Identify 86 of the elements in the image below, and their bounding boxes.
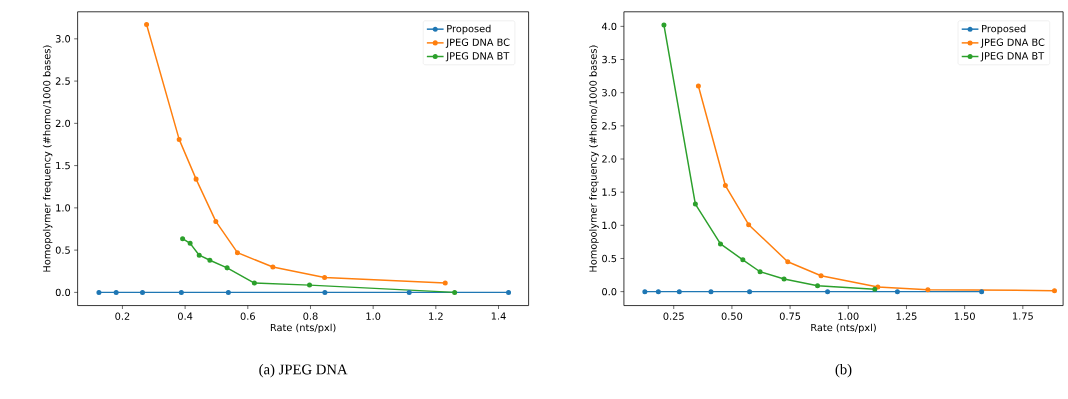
y-tick-label: 1.5 <box>56 162 70 170</box>
point <box>757 269 763 275</box>
point <box>785 259 791 265</box>
point <box>815 283 821 289</box>
point <box>193 176 199 182</box>
y-tick-label: 1.0 <box>602 221 617 230</box>
y-tick-label: 2.0 <box>55 119 71 128</box>
text: (a) JPEG DNA <box>259 364 348 378</box>
legend-label: Proposed <box>447 24 491 35</box>
point <box>251 280 257 286</box>
y-axis-title: Homopolymer frequency (#homo/1000 bases) <box>42 45 53 272</box>
y-tick-label: 3.0 <box>55 35 71 43</box>
point <box>442 280 448 286</box>
point <box>747 289 753 295</box>
x-tick-label: 1.25 <box>896 312 917 320</box>
x-tick-label: 0.4 <box>177 312 193 320</box>
point <box>676 289 682 295</box>
x-tick-label: 0.75 <box>779 312 801 320</box>
point <box>925 287 931 293</box>
point <box>213 218 219 224</box>
point <box>207 257 213 263</box>
point <box>178 289 184 295</box>
y-tick-label: 0.0 <box>602 287 617 296</box>
x-tick-label: 1.75 <box>1013 312 1033 320</box>
y-tick-label: 2.0 <box>602 155 617 163</box>
point <box>718 241 724 247</box>
y-tick-label: 4.0 <box>601 22 617 31</box>
y-tick-label: 2.5 <box>55 77 70 85</box>
x-tick-label: 0.25 <box>663 312 684 320</box>
point <box>307 282 313 288</box>
point <box>139 289 145 295</box>
x-tick-label: 0.8 <box>303 312 318 320</box>
point <box>746 222 752 228</box>
point <box>506 289 512 295</box>
y-tick-label: 0.0 <box>55 288 71 297</box>
point <box>225 289 231 295</box>
x-tick-label: 0.2 <box>115 312 130 320</box>
text: (b) <box>835 364 852 378</box>
y-tick-label: 3.0 <box>602 89 617 97</box>
y-tick-label: 0.5 <box>602 254 617 263</box>
x-axis-title: Rate (nts/pxl) <box>270 323 336 334</box>
point <box>708 289 714 295</box>
point <box>894 289 900 295</box>
point <box>818 273 824 279</box>
x-axis-title: Rate (nts/pxl) <box>811 323 876 334</box>
y-tick-label: 2.5 <box>602 122 617 130</box>
point <box>642 289 648 295</box>
point <box>655 289 661 295</box>
point <box>322 275 328 281</box>
point <box>224 265 230 271</box>
point <box>452 289 458 295</box>
point <box>825 289 831 295</box>
point <box>322 289 328 295</box>
x-tick-label: 1.2 <box>429 312 443 320</box>
legend-label: JPEG DNA BT <box>980 52 1045 62</box>
point <box>113 289 119 295</box>
y-tick-label: 1.0 <box>56 204 71 212</box>
legend-label: JPEG DNA BC <box>445 38 510 48</box>
y-tick-label: 1.5 <box>602 188 617 196</box>
point <box>979 289 985 295</box>
point <box>144 22 150 28</box>
y-axis-title: Homopolymer frequency (#homo/1000 bases) <box>589 45 599 272</box>
x-tick-label: 1.50 <box>954 312 975 320</box>
legend-label: JPEG DNA BT <box>445 52 510 62</box>
y-tick-label: 0.5 <box>55 246 70 254</box>
point <box>270 264 276 270</box>
point <box>180 236 186 242</box>
point <box>740 257 746 263</box>
y-tick-label: 3.5 <box>602 55 617 64</box>
x-tick-label: 1.00 <box>838 312 859 320</box>
point <box>96 289 102 295</box>
x-tick-label: 1.4 <box>491 312 506 320</box>
point <box>692 201 698 207</box>
point <box>406 289 412 295</box>
point <box>234 250 240 256</box>
legend-label: JPEG DNA BC <box>980 38 1045 48</box>
x-tick-label: 0.50 <box>721 312 743 320</box>
legend-label: Proposed <box>982 24 1026 35</box>
point <box>176 136 182 142</box>
point <box>722 183 728 189</box>
point <box>1051 288 1057 294</box>
point <box>187 240 193 246</box>
x-tick-label: 0.6 <box>240 312 255 320</box>
x-tick-label: 1.0 <box>366 312 381 320</box>
point <box>196 252 202 258</box>
point <box>695 83 701 89</box>
